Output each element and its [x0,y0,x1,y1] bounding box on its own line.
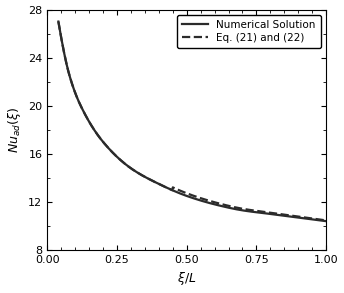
Numerical Solution [214,203,218,207]
Eq. (21) and (22) [104,143,108,147]
Numerical Solution [178,191,182,195]
Line: Eq. (21) and (22): Eq. (21) and (22) [58,22,326,220]
Numerical Solution [104,143,108,147]
Line: Numerical Solution: Numerical Solution [58,22,326,221]
Numerical Solution [56,20,61,23]
Eq. (21) and (22) [235,206,239,209]
Numerical Solution [324,219,328,223]
Legend: Numerical Solution, Eq. (21) and (22): Numerical Solution, Eq. (21) and (22) [177,15,321,48]
Eq. (21) and (22) [125,164,129,167]
Eq. (21) and (22) [178,189,182,192]
X-axis label: $\xi/L$: $\xi/L$ [177,270,196,287]
Eq. (21) and (22) [56,20,61,23]
Eq. (21) and (22) [214,201,218,205]
Eq. (21) and (22) [258,209,262,213]
Numerical Solution [235,208,239,211]
Numerical Solution [258,211,262,214]
Y-axis label: $\mathit{Nu}_{ad}(\xi)$: $\mathit{Nu}_{ad}(\xi)$ [6,107,23,153]
Numerical Solution [125,164,129,167]
Eq. (21) and (22) [324,219,328,222]
